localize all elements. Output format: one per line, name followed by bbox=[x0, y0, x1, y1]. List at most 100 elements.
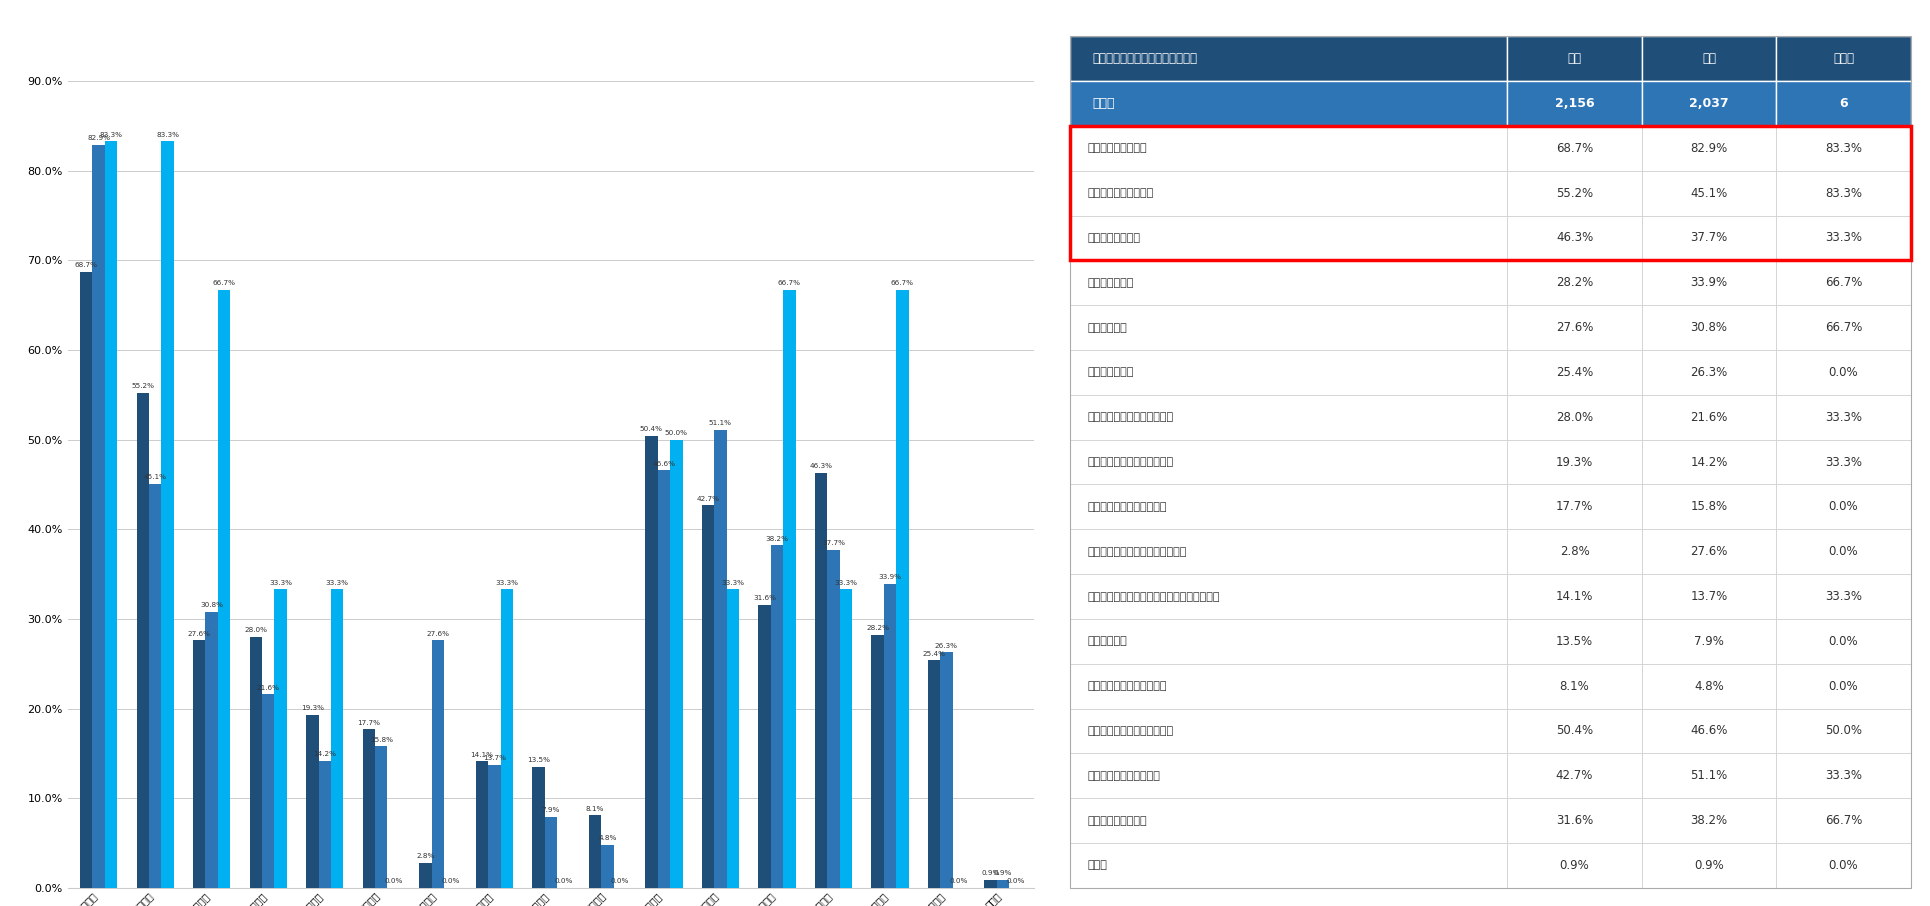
Bar bbox=[1776, 81, 1911, 126]
Bar bbox=[1776, 574, 1911, 619]
Text: 教育・研修に力を入れている: 教育・研修に力を入れている bbox=[1089, 457, 1173, 467]
Text: 14.1%: 14.1% bbox=[1556, 590, 1592, 603]
Text: 将来性がある: 将来性がある bbox=[1089, 323, 1127, 333]
Bar bbox=[1776, 395, 1911, 439]
Bar bbox=[1776, 350, 1911, 395]
Text: 0.0%: 0.0% bbox=[610, 878, 629, 884]
Text: 0.0%: 0.0% bbox=[1828, 500, 1859, 514]
Bar bbox=[1507, 708, 1642, 754]
Text: 0.0%: 0.0% bbox=[442, 878, 459, 884]
Bar bbox=[1071, 126, 1507, 170]
Text: 33.3%: 33.3% bbox=[1826, 456, 1862, 468]
Text: 33.9%: 33.9% bbox=[1691, 276, 1727, 289]
Bar bbox=[1071, 395, 1507, 439]
Text: 安定した事業を続けている: 安定した事業を続けている bbox=[1089, 502, 1168, 512]
Bar bbox=[1776, 754, 1911, 798]
Text: 51.1%: 51.1% bbox=[708, 420, 731, 426]
Text: 13.5%: 13.5% bbox=[1556, 635, 1592, 648]
Bar bbox=[162, 141, 174, 888]
Bar bbox=[770, 545, 784, 888]
Text: 50.0%: 50.0% bbox=[664, 430, 687, 436]
Text: 46.3%: 46.3% bbox=[809, 463, 832, 469]
Text: 0.0%: 0.0% bbox=[554, 878, 573, 884]
Bar bbox=[1507, 798, 1642, 843]
Text: 0.0%: 0.0% bbox=[1828, 635, 1859, 648]
Bar bbox=[1507, 126, 1642, 170]
Bar bbox=[374, 747, 388, 888]
Text: 33.3%: 33.3% bbox=[722, 580, 745, 586]
Bar bbox=[1071, 81, 1507, 126]
Text: 45.1%: 45.1% bbox=[1691, 187, 1727, 199]
Bar bbox=[488, 765, 500, 888]
Bar bbox=[1642, 395, 1776, 439]
Text: 7.9%: 7.9% bbox=[542, 807, 560, 814]
Text: 38.2%: 38.2% bbox=[766, 535, 789, 542]
Text: 37.7%: 37.7% bbox=[822, 540, 845, 546]
Bar bbox=[149, 484, 162, 888]
Text: 2,037: 2,037 bbox=[1689, 97, 1729, 110]
Bar bbox=[1071, 36, 1507, 81]
Text: 50.4%: 50.4% bbox=[641, 427, 662, 432]
Text: 45.1%: 45.1% bbox=[143, 474, 166, 480]
Bar bbox=[1507, 36, 1642, 81]
Bar bbox=[1642, 798, 1776, 843]
Text: 給与、待遇が良い: 給与、待遇が良い bbox=[1089, 233, 1141, 243]
Text: 2.8%: 2.8% bbox=[1559, 545, 1590, 558]
Text: 女性: 女性 bbox=[1702, 53, 1716, 65]
Bar bbox=[984, 880, 996, 888]
Text: 知名度がある: 知名度がある bbox=[1089, 636, 1127, 646]
Bar bbox=[670, 439, 683, 888]
Bar bbox=[218, 290, 230, 888]
Bar bbox=[1642, 574, 1776, 619]
Text: 0.9%: 0.9% bbox=[994, 871, 1011, 876]
Bar bbox=[870, 635, 884, 888]
Text: 50.4%: 50.4% bbox=[1556, 725, 1592, 737]
Text: 33.3%: 33.3% bbox=[1826, 769, 1862, 782]
Text: 8.1%: 8.1% bbox=[1559, 680, 1590, 693]
Bar bbox=[928, 660, 940, 888]
Bar bbox=[1071, 485, 1507, 529]
Text: 14.2%: 14.2% bbox=[313, 751, 336, 757]
Text: 21.6%: 21.6% bbox=[257, 685, 280, 690]
Text: 0.0%: 0.0% bbox=[1828, 366, 1859, 379]
Text: 高い技術力を持っている: 高い技術力を持っている bbox=[1089, 771, 1160, 781]
Text: 66.7%: 66.7% bbox=[1824, 276, 1862, 289]
Bar bbox=[93, 145, 104, 888]
Text: 27.6%: 27.6% bbox=[1691, 545, 1727, 558]
Bar bbox=[1642, 126, 1776, 170]
Bar bbox=[1776, 126, 1911, 170]
Bar bbox=[658, 470, 670, 888]
Text: 55.2%: 55.2% bbox=[131, 383, 154, 390]
Text: 19.3%: 19.3% bbox=[301, 705, 324, 711]
Text: 31.6%: 31.6% bbox=[753, 595, 776, 601]
Text: 42.7%: 42.7% bbox=[1556, 769, 1592, 782]
Text: 8.1%: 8.1% bbox=[585, 805, 604, 812]
Text: 2,156: 2,156 bbox=[1556, 97, 1594, 110]
Text: 14.1%: 14.1% bbox=[471, 752, 494, 758]
Text: 30.8%: 30.8% bbox=[201, 602, 224, 608]
Text: 27.6%: 27.6% bbox=[187, 631, 210, 637]
Bar bbox=[419, 863, 432, 888]
Text: 社内の雰囲気が良い: 社内の雰囲気が良い bbox=[1089, 143, 1146, 153]
Bar bbox=[1642, 260, 1776, 305]
Bar bbox=[1071, 664, 1507, 708]
Text: 15.8%: 15.8% bbox=[1691, 500, 1727, 514]
Text: 19.3%: 19.3% bbox=[1556, 456, 1592, 468]
Text: 26.3%: 26.3% bbox=[1691, 366, 1727, 379]
Bar bbox=[1776, 529, 1911, 574]
Bar bbox=[1507, 485, 1642, 529]
Text: 男性: 男性 bbox=[1567, 53, 1581, 65]
Bar bbox=[1642, 529, 1776, 574]
Text: 4.8%: 4.8% bbox=[1695, 680, 1723, 693]
Bar bbox=[1642, 664, 1776, 708]
Bar bbox=[1071, 305, 1507, 350]
Bar bbox=[1642, 754, 1776, 798]
Text: 28.2%: 28.2% bbox=[867, 625, 890, 631]
Bar bbox=[1507, 395, 1642, 439]
Bar bbox=[1071, 754, 1507, 798]
Bar bbox=[884, 584, 896, 888]
Text: 33.3%: 33.3% bbox=[834, 580, 857, 586]
Text: 産休育休後の復帰率が高い: 産休育休後の復帰率が高い bbox=[1089, 681, 1168, 691]
Text: 25.4%: 25.4% bbox=[923, 651, 946, 657]
Text: 82.9%: 82.9% bbox=[87, 135, 110, 141]
